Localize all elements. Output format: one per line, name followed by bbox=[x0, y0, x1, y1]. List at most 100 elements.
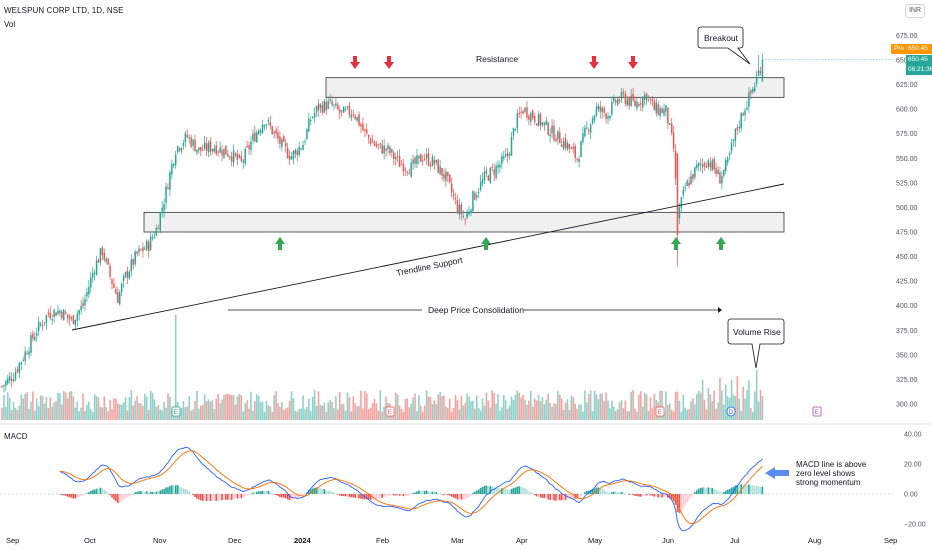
volume-indicator-label[interactable]: Vol bbox=[4, 20, 16, 29]
candle-body bbox=[122, 276, 125, 282]
volume-bar bbox=[418, 395, 420, 420]
candle-body bbox=[259, 130, 262, 133]
volume-bar bbox=[111, 409, 113, 420]
volume-bar bbox=[394, 392, 397, 420]
volume-bar bbox=[223, 395, 225, 420]
macd-hist-bar bbox=[530, 492, 532, 494]
macd-hist-bar bbox=[528, 491, 530, 494]
volume-bar bbox=[499, 410, 501, 420]
time-axis: Sep Oct Nov Dec 2024 Feb Mar Apr May Jun Jul Aug Sep bbox=[6, 536, 897, 545]
volume-bar bbox=[313, 390, 316, 420]
volume-bar bbox=[53, 402, 55, 420]
macd-hist-bar bbox=[308, 490, 310, 494]
macd-hist-bar bbox=[651, 494, 654, 496]
volume-bar bbox=[271, 411, 273, 420]
volume-bar bbox=[640, 391, 642, 420]
macd-hist-bar bbox=[211, 494, 214, 501]
volume-bar bbox=[692, 398, 694, 420]
macd-hist-bar bbox=[383, 494, 385, 497]
volume-bar bbox=[738, 398, 741, 420]
time-tick-label: Mar bbox=[451, 536, 464, 545]
volume-bar bbox=[614, 410, 617, 420]
candle-body bbox=[153, 236, 156, 238]
macd-hist-bar bbox=[213, 494, 216, 501]
macd-hist-bar bbox=[373, 494, 376, 500]
candle-body bbox=[304, 141, 306, 143]
macd-hist-bar bbox=[97, 488, 100, 494]
volume-bar bbox=[670, 409, 673, 420]
volume-bar bbox=[354, 403, 356, 420]
macd-hist-bar bbox=[126, 494, 129, 498]
volume-bar bbox=[580, 404, 582, 420]
macd-hist-bar bbox=[109, 494, 111, 496]
candle-body bbox=[476, 195, 478, 198]
macd-hist-bar bbox=[713, 488, 715, 494]
volume-bar bbox=[672, 411, 675, 420]
candle-body bbox=[254, 132, 256, 142]
resistance-touch-arrow bbox=[628, 56, 638, 69]
candle-body bbox=[748, 91, 750, 107]
candle-body bbox=[78, 310, 80, 315]
volume-bar bbox=[323, 402, 326, 420]
macd-hist-bar bbox=[408, 494, 411, 496]
candle-body bbox=[545, 120, 548, 125]
macd-hist-bar bbox=[709, 488, 712, 494]
volume-bar bbox=[346, 392, 349, 420]
time-tick-label: May bbox=[588, 536, 602, 545]
macd-hist-bar bbox=[626, 493, 629, 495]
macd-hist-bar bbox=[464, 494, 466, 500]
macd-hist-bar bbox=[387, 494, 389, 496]
volume-bar bbox=[331, 401, 333, 420]
volume-bar bbox=[236, 396, 239, 420]
candle-body bbox=[705, 166, 708, 168]
event-marker-label: E bbox=[388, 410, 392, 416]
candle-body bbox=[435, 160, 437, 163]
macd-hist-bar bbox=[460, 494, 463, 500]
macd-indicator-label[interactable]: MACD bbox=[4, 432, 28, 441]
macd-hist-bar bbox=[697, 488, 700, 494]
volume-bar bbox=[113, 398, 115, 420]
candle-body bbox=[518, 113, 520, 115]
candle-body bbox=[321, 105, 324, 113]
price-axis: 300.00 325.00 350.00 375.00 400.00 425.00 450.… bbox=[896, 33, 918, 409]
volume-bar bbox=[501, 407, 503, 420]
candle-body bbox=[462, 216, 465, 218]
macd-hist-bar bbox=[479, 487, 482, 494]
candle-body bbox=[503, 156, 505, 159]
trendline-support bbox=[71, 183, 785, 331]
currency-badge[interactable]: INR bbox=[905, 4, 925, 18]
volume-bar bbox=[638, 394, 640, 420]
candle-body bbox=[277, 132, 279, 139]
macd-hist-bar bbox=[142, 491, 144, 494]
candle-body bbox=[495, 165, 497, 178]
macd-hist-bar bbox=[447, 494, 449, 495]
macd-hist-bar bbox=[738, 485, 741, 494]
candle-body bbox=[445, 171, 447, 181]
volume-bar bbox=[267, 405, 270, 420]
volume-bar bbox=[447, 407, 449, 420]
candle-body bbox=[713, 158, 715, 170]
volume-bar bbox=[57, 393, 59, 420]
candle-body bbox=[219, 147, 221, 153]
macd-hist-bar bbox=[165, 487, 167, 494]
volume-bar bbox=[450, 411, 453, 420]
candle-body bbox=[506, 153, 509, 157]
volume-bar bbox=[288, 400, 291, 420]
price-tick-label: 550.00 bbox=[896, 156, 918, 163]
volume-bar bbox=[3, 394, 5, 420]
symbol-title[interactable]: WELSPUN CORP LTD, 1D, NSE bbox=[4, 6, 124, 15]
macd-hist-bar bbox=[624, 493, 627, 494]
candle-body bbox=[613, 97, 615, 102]
candle-body bbox=[311, 116, 314, 118]
candle-body bbox=[578, 158, 580, 163]
candle-body bbox=[474, 192, 476, 200]
volume-bar bbox=[416, 410, 418, 420]
macd-hist-bar bbox=[423, 490, 426, 494]
volume-bar bbox=[300, 408, 302, 420]
candle-body bbox=[543, 122, 546, 125]
candle-body bbox=[269, 122, 272, 126]
candle-body bbox=[323, 100, 326, 113]
volume-bar bbox=[126, 410, 129, 420]
macd-hist-bar bbox=[487, 486, 490, 494]
volume-bar bbox=[435, 404, 438, 420]
